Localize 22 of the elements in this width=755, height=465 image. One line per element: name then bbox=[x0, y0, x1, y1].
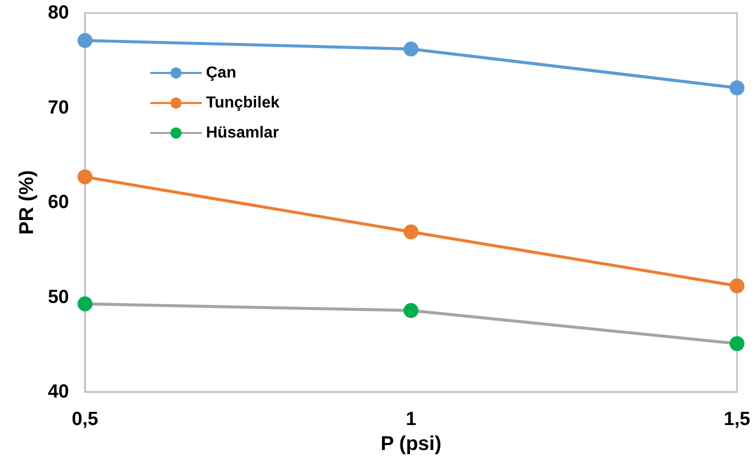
point bbox=[404, 224, 418, 240]
y-tick-label: 60 bbox=[48, 192, 69, 213]
point bbox=[730, 336, 744, 352]
y-tick-label: 70 bbox=[48, 97, 69, 118]
legend-label: Tunçbilek bbox=[206, 94, 280, 112]
point bbox=[78, 32, 92, 48]
point bbox=[730, 278, 744, 294]
point bbox=[404, 42, 418, 56]
y-axis-title: PR (%) bbox=[16, 170, 38, 235]
y-tick-label: 80 bbox=[48, 2, 69, 24]
point bbox=[730, 80, 744, 96]
legend-label: Çan bbox=[206, 64, 236, 82]
x-tick-label: 1 bbox=[406, 409, 417, 430]
legend-label: Hüsamlar bbox=[206, 124, 279, 142]
x-tick-label: 1,5 bbox=[724, 409, 751, 430]
y-tick-label: 50 bbox=[48, 286, 69, 308]
point bbox=[78, 169, 92, 184]
point bbox=[78, 296, 92, 312]
y-tick-label: 40 bbox=[48, 382, 69, 402]
x-axis-title: P (psi) bbox=[380, 432, 442, 455]
x-tick-label: 0,5 bbox=[72, 409, 99, 430]
point bbox=[404, 303, 418, 318]
